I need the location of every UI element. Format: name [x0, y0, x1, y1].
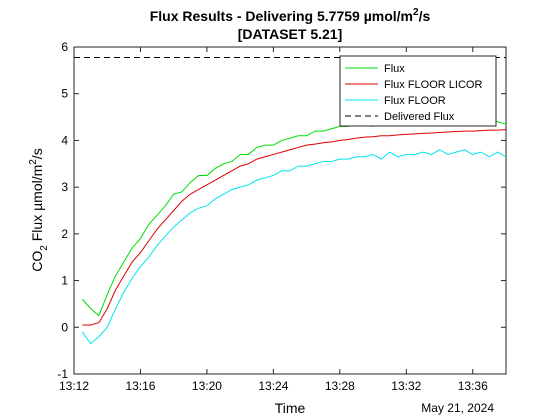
x-tick-label: 13:20 — [192, 379, 222, 393]
y-tick-label: 1 — [61, 274, 68, 288]
series-line-3 — [81, 149, 507, 345]
title-main-text: Flux Results - Delivering 5.7759 µmol/m — [150, 8, 413, 24]
y-label-part: 2 — [39, 245, 50, 251]
y-tick-label: 6 — [61, 40, 68, 54]
x-tick-label: 13:36 — [458, 379, 488, 393]
legend-label: Flux — [384, 63, 405, 75]
x-tick-label: 13:24 — [258, 379, 288, 393]
y-label-part: /s — [29, 148, 45, 159]
legend-label: Delivered Flux — [384, 111, 455, 123]
chart-title-line1: Flux Results - Delivering 5.7759 µmol/m2… — [150, 7, 431, 24]
legend: Flux Flux FLOOR LICOR Flux FLOOR Delivered … — [339, 55, 497, 127]
y-tick-label: 4 — [61, 133, 68, 147]
y-tick-label: 5 — [61, 87, 68, 101]
x-tick-label: 13:16 — [125, 379, 155, 393]
y-axis-label: CO2 Flux µmol/m2/s — [28, 148, 50, 271]
y-tick-label: -1 — [57, 367, 68, 381]
date-label: May 21, 2024 — [421, 401, 494, 415]
title-superscript: 2 — [413, 7, 419, 18]
y-label-part: CO — [29, 251, 45, 272]
x-tick-label: 13:28 — [325, 379, 355, 393]
series-line-2 — [82, 129, 507, 326]
y-tick-label: 0 — [61, 320, 68, 334]
x-tick-label: 13:12 — [59, 379, 89, 393]
y-tick-label: 3 — [61, 180, 68, 194]
chart-title-line2: [DATASET 5.21] — [238, 26, 343, 42]
legend-label: Flux FLOOR — [384, 95, 446, 107]
y-label-part: Flux µmol/m — [29, 165, 45, 245]
axes: 13:12 13:16 13:20 13:24 13:28 13:32 13:36 -1 0 1 2… — [57, 40, 506, 393]
chart-title: Flux Results - Delivering 5.7759 µmol/m2… — [150, 7, 431, 42]
title-tail-text: /s — [419, 8, 431, 24]
y-tick-label: 2 — [61, 227, 68, 241]
legend-label: Flux FLOOR LICOR — [384, 79, 482, 91]
x-axis-label: Time — [275, 400, 306, 416]
x-tick-label: 13:32 — [391, 379, 421, 393]
y-label-part: 2 — [28, 159, 39, 165]
